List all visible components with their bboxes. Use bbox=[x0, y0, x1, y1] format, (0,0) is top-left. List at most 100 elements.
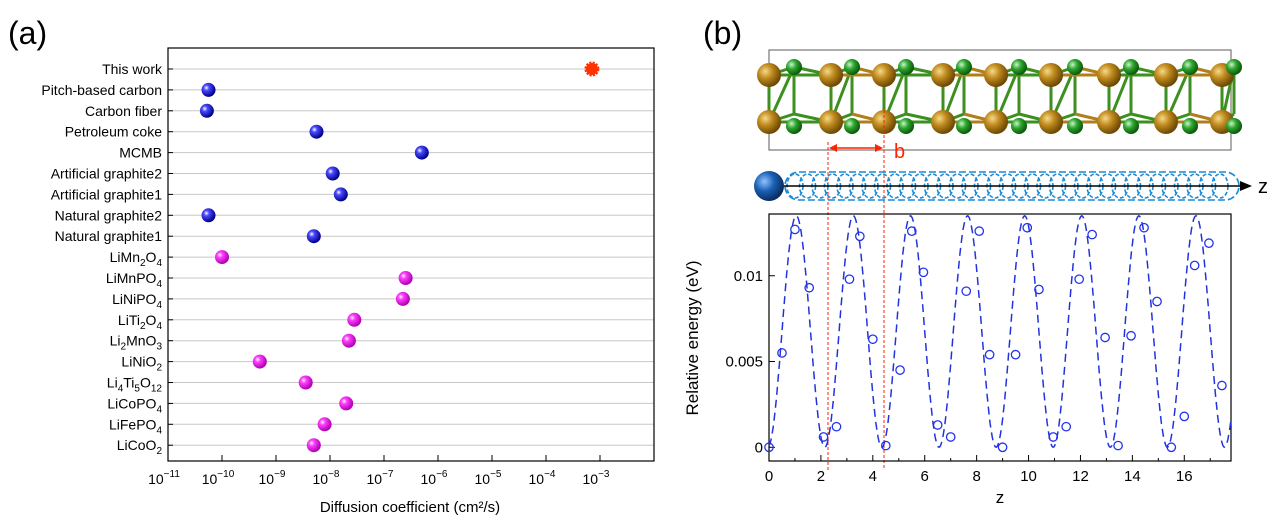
x-tick-label: 10−5 bbox=[475, 469, 502, 487]
structure-atoms bbox=[757, 59, 1242, 134]
point-artificial-graphite1 bbox=[333, 187, 348, 202]
atom-large bbox=[1097, 110, 1121, 134]
atom-small bbox=[1123, 59, 1139, 75]
atom-small bbox=[956, 59, 972, 75]
energy-point bbox=[1139, 222, 1149, 233]
energy-point bbox=[854, 231, 865, 242]
panel-a-x-ticks: 10−11 10−10 10−9 10−8 10−7 10−6 10−5 10−4 10−3 bbox=[148, 455, 610, 487]
atom-large bbox=[1039, 63, 1063, 87]
category-label-li4ti5o12: Li4Ti5O12 bbox=[107, 375, 163, 395]
category-label-licopo4: LiCoPO4 bbox=[107, 395, 162, 415]
energy-point bbox=[1166, 442, 1177, 453]
energy-point bbox=[1034, 284, 1044, 295]
y-tick-label: 0 bbox=[755, 439, 763, 456]
panel-a-x-axis-label: Diffusion coefficient (cm²/s) bbox=[320, 499, 500, 515]
atom-small bbox=[1182, 118, 1198, 134]
x-tick-label: 10−3 bbox=[583, 469, 610, 487]
energy-point bbox=[764, 442, 774, 453]
atom-small bbox=[786, 59, 802, 75]
panel-b-x-axis-label: z bbox=[996, 488, 1005, 507]
energy-point bbox=[818, 432, 829, 442]
energy-point bbox=[1126, 330, 1136, 341]
energy-point bbox=[932, 420, 943, 430]
category-label-petroleum-coke: Petroleum coke bbox=[65, 124, 162, 140]
category-label-li2mno3: Li2MnO3 bbox=[110, 333, 163, 353]
x-tick-label: 10−10 bbox=[202, 469, 235, 487]
energy-points bbox=[764, 222, 1227, 453]
atom-small bbox=[898, 118, 914, 134]
point-lifepo4 bbox=[317, 417, 332, 432]
point-li4ti5o12 bbox=[298, 375, 313, 390]
panel-a-letter: (a) bbox=[8, 15, 47, 51]
atom-small bbox=[1226, 118, 1242, 134]
x-tick-label: 2 bbox=[817, 468, 825, 485]
energy-point bbox=[867, 334, 878, 345]
x-tick-label: 10−4 bbox=[529, 469, 556, 487]
point-pitch-based-carbon bbox=[201, 82, 216, 97]
atom-large bbox=[819, 63, 843, 87]
energy-point bbox=[1100, 332, 1110, 343]
category-label-artificial-graphite2: Artificial graphite2 bbox=[51, 166, 162, 182]
path-envelope bbox=[784, 171, 1240, 201]
panel-a-gridlines bbox=[168, 68, 654, 446]
point-linipo4 bbox=[395, 291, 410, 306]
panel-b-energy-chart: 0 2 4 6 8 10 12 14 16 0 0.005 0.01 Relative energy… bbox=[683, 213, 1232, 507]
point-liti2o4 bbox=[347, 312, 362, 327]
panel-a-chart: (a) This work Pitch-based carbon Carbon fi… bbox=[8, 15, 655, 515]
energy-point bbox=[984, 349, 995, 360]
energy-point bbox=[1113, 440, 1123, 451]
b-label: b bbox=[894, 141, 905, 163]
point-licopo4 bbox=[339, 396, 354, 411]
energy-point bbox=[1204, 238, 1214, 249]
panel-b-plot-frame bbox=[768, 213, 1232, 462]
x-tick-label: 14 bbox=[1124, 468, 1141, 485]
category-label-linipo4: LiNiPO4 bbox=[112, 291, 162, 311]
x-tick-label: 0 bbox=[765, 468, 773, 485]
energy-point bbox=[906, 226, 917, 237]
energy-point bbox=[790, 224, 800, 235]
energy-point bbox=[1179, 411, 1190, 422]
atom-small bbox=[1226, 59, 1242, 75]
category-label-limn2o4: LiMn2O4 bbox=[110, 249, 163, 269]
point-licoo2 bbox=[306, 438, 321, 453]
atom-large bbox=[819, 110, 843, 134]
li-ion-sphere bbox=[754, 171, 784, 201]
crystal-structure bbox=[757, 49, 1242, 151]
b-arrowhead-right bbox=[875, 144, 883, 152]
atom-large bbox=[931, 110, 955, 134]
point-artificial-graphite2 bbox=[325, 166, 340, 181]
atom-small bbox=[786, 118, 802, 134]
atom-large bbox=[984, 63, 1008, 87]
x-tick-label: 10 bbox=[1020, 468, 1037, 485]
z-axis-label: z bbox=[1258, 176, 1268, 198]
x-tick-label: 6 bbox=[921, 468, 929, 485]
atom-small bbox=[1123, 118, 1139, 134]
point-natural-graphite2 bbox=[201, 208, 216, 223]
category-label-liti2o4: LiTi2O4 bbox=[118, 312, 163, 332]
atom-small bbox=[1182, 59, 1198, 75]
atom-large bbox=[1097, 63, 1121, 87]
x-tick-label: 16 bbox=[1176, 468, 1193, 485]
x-tick-label: 12 bbox=[1072, 468, 1089, 485]
category-label-lifepo4: LiFePO4 bbox=[109, 416, 162, 436]
atom-large bbox=[1039, 110, 1063, 134]
category-label-limnpo4: LiMnPO4 bbox=[106, 270, 163, 290]
x-tick-label: 8 bbox=[972, 468, 980, 485]
energy-point bbox=[895, 365, 905, 375]
panel-b-y-ticks: 0 0.005 0.01 bbox=[725, 268, 775, 456]
point-this-work bbox=[584, 61, 600, 77]
energy-point bbox=[961, 286, 972, 297]
energy-point bbox=[945, 432, 956, 442]
point-linio2 bbox=[252, 354, 267, 369]
panel-b-x-ticks: 0 2 4 6 8 10 12 14 16 bbox=[765, 455, 1211, 485]
atom-large bbox=[931, 63, 955, 87]
atom-small bbox=[956, 118, 972, 134]
point-carbon-fiber bbox=[199, 103, 214, 118]
panel-b: (b) b z 0 2 4 6 8 10 12 14 16 0 0.005 0.01 Relativ… bbox=[683, 15, 1268, 507]
point-limnpo4 bbox=[398, 271, 413, 285]
z-axis-arrowhead bbox=[1240, 181, 1252, 191]
b-arrowhead-left bbox=[829, 144, 837, 152]
energy-point bbox=[1152, 296, 1162, 307]
panel-a-category-labels: This work Pitch-based carbon Carbon fiber P… bbox=[41, 61, 173, 457]
